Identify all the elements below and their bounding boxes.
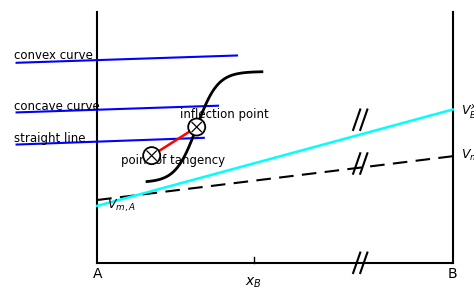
Ellipse shape xyxy=(188,119,205,135)
Text: A: A xyxy=(92,267,102,281)
Text: B: B xyxy=(448,267,457,281)
Text: $x_B$: $x_B$ xyxy=(245,276,262,291)
Text: inflection point: inflection point xyxy=(180,107,269,121)
Text: convex curve: convex curve xyxy=(14,49,93,62)
Text: $V_{m,B}$: $V_{m,B}$ xyxy=(461,148,474,164)
Text: $V_{B,A}^{x}$: $V_{B,A}^{x}$ xyxy=(461,103,474,122)
Text: point of tangency: point of tangency xyxy=(121,154,225,167)
Text: $V_{m,A}$: $V_{m,A}$ xyxy=(107,198,136,214)
Text: straight line: straight line xyxy=(14,132,86,145)
Text: concave curve: concave curve xyxy=(14,100,100,113)
Ellipse shape xyxy=(143,147,160,164)
